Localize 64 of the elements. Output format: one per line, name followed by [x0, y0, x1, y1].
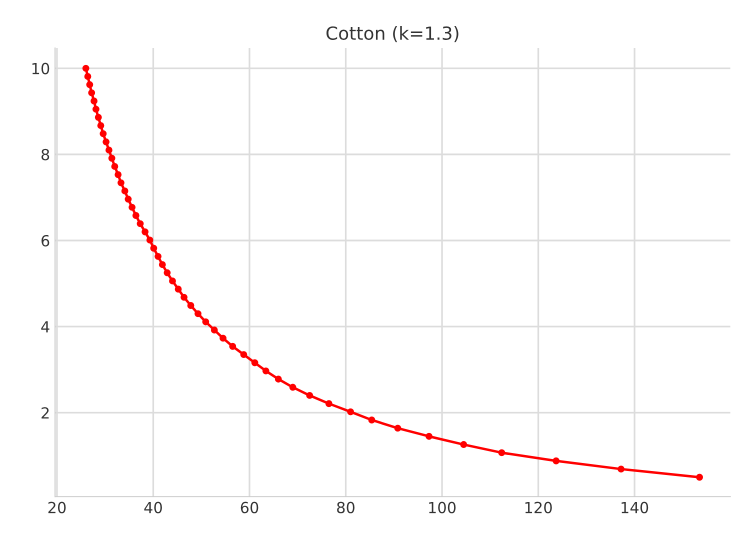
y-tick-label: 4	[41, 321, 50, 332]
point	[88, 89, 96, 96]
point	[174, 286, 182, 293]
point	[426, 432, 432, 440]
point	[251, 359, 258, 366]
y-tick-label: 6	[42, 234, 50, 247]
point	[150, 244, 158, 252]
x-tick-label: 140	[622, 502, 648, 514]
point	[100, 130, 107, 138]
x-tick-label: 100	[429, 502, 456, 514]
y-tick-label: 8	[42, 148, 50, 160]
point	[90, 98, 98, 104]
point	[108, 154, 116, 162]
point	[84, 73, 92, 80]
point	[146, 236, 154, 244]
point	[121, 188, 128, 194]
point	[132, 212, 140, 219]
point	[136, 220, 144, 228]
point	[164, 269, 171, 276]
point	[289, 384, 296, 391]
point	[394, 424, 402, 432]
x-tick-label: 20	[48, 502, 66, 514]
point	[86, 81, 94, 88]
point	[105, 146, 112, 154]
point	[498, 449, 506, 456]
point	[262, 367, 270, 374]
y-tick-label: 10	[32, 62, 50, 74]
point	[325, 400, 332, 408]
x-tick-label: 80	[337, 502, 354, 514]
point	[154, 252, 162, 260]
point	[274, 376, 282, 383]
point	[82, 64, 90, 72]
point	[118, 179, 124, 186]
point	[92, 106, 100, 113]
point	[552, 457, 560, 464]
y-tick-label: 2	[42, 407, 49, 418]
point	[142, 228, 149, 236]
point	[696, 474, 703, 481]
point	[618, 466, 625, 473]
point	[128, 204, 136, 211]
point	[124, 196, 132, 203]
point	[187, 302, 194, 309]
point	[114, 171, 122, 178]
point	[347, 408, 354, 416]
point	[202, 318, 210, 326]
point	[368, 416, 376, 424]
point	[169, 277, 176, 284]
x-tick-label: 60	[240, 502, 258, 514]
chart-title: Cotton (k=1.3)	[326, 26, 458, 42]
point	[97, 122, 104, 130]
point	[94, 114, 102, 121]
point	[102, 138, 110, 146]
point	[194, 310, 202, 318]
point	[306, 392, 314, 399]
x-tick-label: 40	[144, 502, 162, 514]
point	[240, 351, 248, 358]
point	[460, 441, 468, 448]
x-tick-label: 120	[525, 502, 552, 514]
point	[111, 162, 118, 170]
point	[210, 326, 218, 334]
point	[220, 334, 226, 342]
point	[158, 261, 166, 268]
point	[229, 342, 236, 350]
point	[180, 294, 188, 301]
